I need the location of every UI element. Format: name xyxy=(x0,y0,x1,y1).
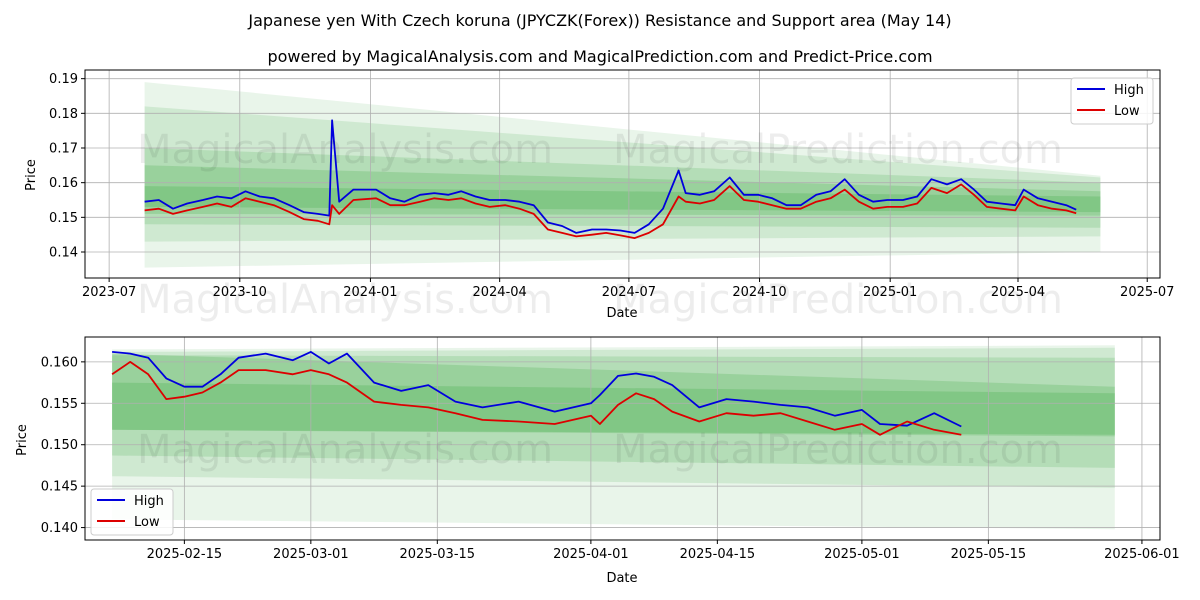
top-y-axis-label: Price xyxy=(24,159,39,191)
bottom-y-tick-label: 0.140 xyxy=(41,521,78,536)
top-x-tick-label: 2023-07 xyxy=(82,285,136,300)
top-x-tick-label: 2025-04 xyxy=(991,285,1045,300)
top-legend: High Low xyxy=(1070,77,1154,125)
bottom-support-resistance-bands xyxy=(112,345,1115,530)
bottom-high-line xyxy=(112,351,962,428)
top-watermark-left: MagicalAnalysis.com xyxy=(137,127,553,173)
top-x-tick-label: 2024-07 xyxy=(602,285,656,300)
top-x-tick-label: 2025-01 xyxy=(863,285,917,300)
chart-subtitle: powered by MagicalAnalysis.com and Magic… xyxy=(267,47,932,66)
top-y-tick-label: 0.17 xyxy=(49,142,78,157)
bottom-x-tick-label: 2025-04-01 xyxy=(553,547,629,562)
bottom-legend-low-label: Low xyxy=(134,515,160,530)
bottom-legend-high-label: High xyxy=(134,494,164,509)
top-watermark-right-2: MagicalPrediction.com xyxy=(613,277,1063,323)
top-panel: MagicalAnalysis.com MagicalPrediction.co… xyxy=(24,69,1174,323)
bottom-x-tick-label: 2025-04-15 xyxy=(680,547,756,562)
top-high-line xyxy=(144,119,1077,234)
top-series xyxy=(144,119,1077,239)
bottom-band-3 xyxy=(112,355,1115,468)
bottom-y-tick-label: 0.155 xyxy=(41,397,78,412)
bottom-band-4 xyxy=(112,353,1115,437)
top-x-tick-label: 2024-01 xyxy=(343,285,397,300)
top-plot-area xyxy=(85,70,1160,278)
top-y-tick-label: 0.16 xyxy=(49,176,78,191)
top-legend-high-label: High xyxy=(1114,83,1144,98)
bottom-axes: 2025-02-15 2025-03-01 2025-03-15 2025-04-01… xyxy=(41,355,1180,562)
chart-title: Japanese yen With Czech koruna (JPYCZK(F… xyxy=(247,11,951,30)
bottom-legend: High Low xyxy=(90,488,174,536)
bottom-panel: MagicalAnalysis.com MagicalPrediction.co… xyxy=(15,336,1180,586)
bottom-grid xyxy=(85,337,1160,540)
bottom-y-tick-label: 0.145 xyxy=(41,480,78,495)
top-band-5 xyxy=(144,186,1101,213)
bottom-x-axis-label: Date xyxy=(606,571,637,586)
top-watermark-right: MagicalPrediction.com xyxy=(613,127,1063,173)
bottom-band-1 xyxy=(112,345,1115,530)
bottom-y-tick-label: 0.150 xyxy=(41,438,78,453)
bottom-band-2 xyxy=(112,347,1115,488)
top-band-2 xyxy=(144,106,1101,242)
top-x-tick-label: 2025-07 xyxy=(1120,285,1174,300)
top-low-line xyxy=(144,183,1077,239)
bottom-x-tick-label: 2025-05-01 xyxy=(824,547,900,562)
bottom-x-tick-label: 2025-06-01 xyxy=(1104,547,1180,562)
bottom-plot-frame xyxy=(84,336,1161,541)
top-legend-low-label: Low xyxy=(1114,104,1140,119)
top-band-1 xyxy=(144,82,1101,268)
top-y-tick-label: 0.18 xyxy=(49,107,78,122)
bottom-series xyxy=(111,351,962,436)
top-watermark-left-2: MagicalAnalysis.com xyxy=(137,277,553,323)
top-axes: 2023-07 2023-10 2024-01 2024-04 2024-07 2024-… xyxy=(49,72,1174,300)
bottom-watermark-right: MagicalPrediction.com xyxy=(613,427,1063,473)
bottom-y-tick-label: 0.160 xyxy=(41,355,78,370)
top-y-tick-label: 0.19 xyxy=(49,72,78,87)
top-plot-frame xyxy=(84,69,1161,279)
bottom-x-tick-label: 2025-03-15 xyxy=(400,547,476,562)
top-x-axis-label: Date xyxy=(606,306,637,321)
bottom-x-tick-label: 2025-03-01 xyxy=(273,547,349,562)
top-y-tick-label: 0.15 xyxy=(49,211,78,226)
top-y-tick-label: 0.14 xyxy=(49,246,78,261)
bottom-low-line xyxy=(111,361,962,436)
bottom-x-tick-label: 2025-02-15 xyxy=(147,547,223,562)
top-x-tick-label: 2023-10 xyxy=(213,285,267,300)
bottom-y-axis-label: Price xyxy=(15,424,30,456)
bottom-x-tick-label: 2025-05-15 xyxy=(951,547,1027,562)
top-grid xyxy=(85,70,1160,278)
top-band-3 xyxy=(144,148,1101,228)
top-x-tick-label: 2024-04 xyxy=(472,285,526,300)
top-x-tick-label: 2024-10 xyxy=(732,285,786,300)
bottom-watermark-left: MagicalAnalysis.com xyxy=(137,427,553,473)
